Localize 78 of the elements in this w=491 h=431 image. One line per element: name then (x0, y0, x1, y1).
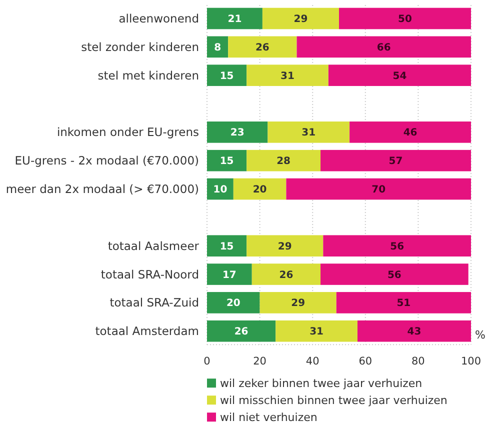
data-label: 8 (214, 42, 222, 54)
legend-label: wil zeker binnen twee jaar verhuizen (220, 377, 422, 390)
bar (262, 8, 339, 30)
data-label: 56 (390, 241, 404, 252)
y-tick-label: inkomen onder EU-grens (56, 125, 199, 140)
data-label: 29 (278, 241, 292, 252)
data-label: 15 (220, 241, 234, 252)
bar (246, 235, 324, 257)
data-label: 46 (403, 128, 418, 139)
bar (296, 36, 471, 58)
bar (207, 320, 276, 342)
data-label: 20 (226, 298, 240, 310)
bar (357, 320, 471, 342)
bar (328, 64, 471, 86)
x-tick-label: 40 (306, 356, 320, 368)
bar (320, 264, 468, 285)
data-label: 15 (220, 70, 234, 82)
x-tick-label: 0 (204, 356, 210, 368)
data-label: 15 (220, 156, 234, 168)
data-label: 28 (276, 156, 291, 168)
y-tick-label: stel zonder kinderen (81, 40, 199, 54)
data-label: 17 (222, 270, 236, 281)
data-label: 66 (376, 42, 391, 54)
y-tick-label: meer dan 2x modaal (> €70.000) (6, 182, 199, 196)
bar (207, 64, 247, 86)
bar (252, 264, 321, 285)
bar (350, 122, 471, 143)
bar (207, 122, 268, 143)
data-label: 31 (280, 70, 295, 82)
bar (320, 150, 471, 172)
data-label: 31 (302, 128, 316, 139)
bar (207, 150, 247, 172)
data-label: 57 (388, 156, 403, 168)
data-label: 29 (291, 298, 306, 310)
y-tick-label: totaal Amsterdam (95, 324, 199, 338)
data-label: 51 (396, 298, 411, 310)
data-label: 20 (252, 184, 267, 196)
x-tick-label: 80 (412, 356, 425, 368)
bar (233, 178, 286, 200)
bar (260, 292, 336, 314)
bar (323, 235, 471, 257)
data-label: 31 (310, 326, 324, 338)
bar (276, 320, 358, 342)
data-label: 10 (213, 184, 228, 196)
bar (207, 264, 252, 285)
bar (207, 292, 260, 314)
y-tick-label: alleenwonend (118, 12, 199, 26)
legend-label: wil misschien binnen twee jaar verhuizen (220, 394, 448, 408)
y-tick-label: totaal SRA-Zuid (110, 296, 199, 310)
y-tick-label: totaal SRA-Noord (100, 267, 199, 282)
x-tick-label: 20 (253, 356, 266, 368)
bar (268, 122, 350, 143)
legend-label: wil niet verhuizen (220, 411, 318, 424)
data-label: 43 (407, 326, 422, 338)
y-tick-label: EU-grens - 2x modaal (€70.000) (14, 154, 199, 168)
bar (207, 8, 262, 30)
data-label: 21 (228, 14, 242, 25)
data-label: 26 (279, 270, 294, 281)
data-label: 29 (294, 14, 308, 25)
bar (286, 178, 471, 200)
data-label: 50 (398, 14, 412, 25)
data-label: 56 (387, 270, 402, 281)
x-tick-label: 60 (358, 356, 372, 368)
bar (246, 150, 321, 172)
x-tick-label: 100 (460, 356, 482, 368)
data-label: 26 (255, 42, 270, 54)
data-label: 23 (230, 128, 244, 139)
x-axis-title: % (475, 328, 486, 342)
bar (228, 36, 297, 58)
bar (207, 235, 247, 257)
bar (339, 8, 471, 30)
y-tick-label: stel met kinderen (98, 68, 199, 82)
y-tick-label: totaal Aalsmeer (108, 238, 200, 253)
bar (336, 292, 471, 314)
data-label: 70 (372, 184, 386, 196)
data-label: 26 (234, 326, 248, 338)
bar (246, 64, 328, 86)
data-label: 54 (392, 70, 407, 82)
